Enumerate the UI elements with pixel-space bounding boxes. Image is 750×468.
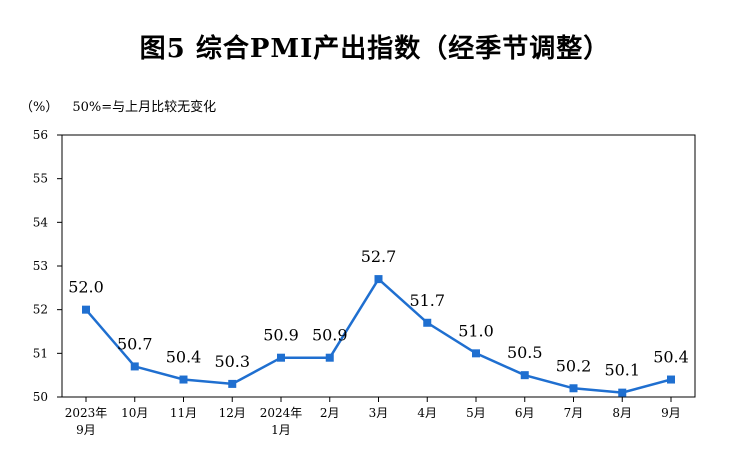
data-point: [130, 362, 139, 371]
data-point: [374, 275, 383, 284]
x-tick-label: 3月: [369, 406, 389, 420]
x-tick-label: 1月: [271, 423, 291, 437]
data-point: [277, 353, 285, 362]
x-tick-label: 2023年: [65, 406, 108, 420]
x-tick-label: 2024年: [260, 406, 303, 420]
y-tick-label: 54: [33, 215, 49, 229]
x-tick-label: 7月: [564, 406, 584, 420]
data-label: 51.7: [409, 291, 445, 310]
data-point: [569, 384, 578, 393]
data-point: [325, 353, 334, 362]
data-label: 50.3: [214, 352, 250, 371]
data-point: [82, 305, 90, 314]
series-line: [85, 277, 672, 394]
x-tick-label: 4月: [417, 406, 437, 420]
data-label: 50.1: [604, 361, 640, 380]
y-tick-label: 56: [33, 128, 48, 142]
x-tick-label: 12月: [219, 406, 246, 420]
data-label: 50.9: [312, 326, 348, 345]
data-label: 50.7: [117, 334, 153, 353]
baseline-note: 50%=与上月比较无变化: [72, 100, 217, 115]
data-label: 50.9: [263, 326, 299, 345]
data-point: [472, 349, 480, 358]
x-tick-label: 9月: [76, 423, 96, 437]
data-label: 52.7: [361, 247, 397, 266]
data-label: 50.4: [166, 348, 202, 367]
x-tick-label: 6月: [515, 406, 535, 420]
x-tick-label: 8月: [612, 406, 632, 420]
x-tick-label: 9月: [661, 406, 681, 420]
y-tick-label: 55: [33, 172, 48, 186]
chart-title: 图5 综合PMI产出指数（经季节调整）: [139, 34, 611, 64]
data-point: [179, 375, 188, 384]
chart-note: （%） 50%=与上月比较无变化: [20, 96, 216, 115]
x-tick-label: 5月: [466, 406, 486, 420]
data-label: 51.0: [458, 321, 494, 340]
x-tick-label: 10月: [121, 406, 148, 420]
y-tick-label: 53: [33, 259, 48, 273]
data-point: [618, 388, 627, 397]
x-tick-label: 2月: [320, 406, 340, 420]
data-point: [667, 375, 675, 384]
x-tick-label: 11月: [170, 406, 197, 420]
y-tick-label: 52: [33, 303, 48, 317]
data-point: [228, 379, 237, 388]
data-point: [520, 371, 529, 380]
data-label: 50.4: [653, 348, 689, 367]
data-label: 50.5: [507, 343, 543, 362]
data-point: [423, 318, 432, 327]
y-unit-label: （%）: [20, 100, 59, 115]
data-label: 50.2: [556, 356, 592, 375]
data-label: 52.0: [68, 278, 104, 297]
y-tick-label: 50: [33, 390, 48, 404]
y-tick-label: 51: [33, 346, 48, 360]
